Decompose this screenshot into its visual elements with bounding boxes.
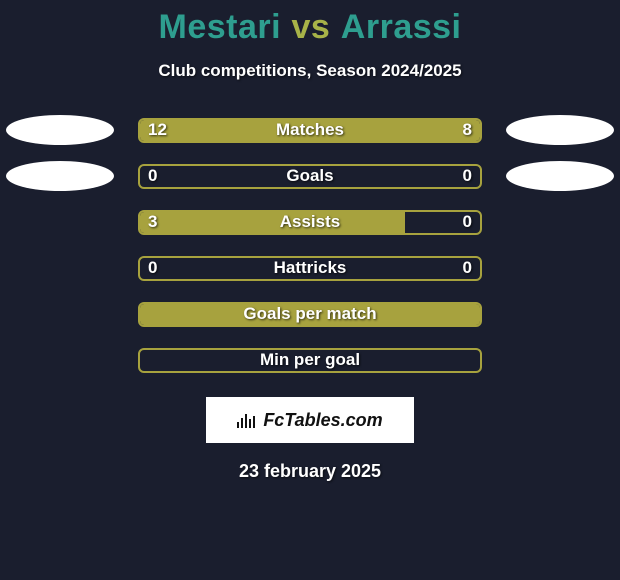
vs-text: vs xyxy=(292,8,331,46)
player1-name: Mestari xyxy=(159,8,282,46)
stat-row-mpg: Min per goal xyxy=(0,347,620,373)
stat-row-assists: 3 Assists 0 xyxy=(0,209,620,235)
left-avatar-ellipse xyxy=(6,161,114,191)
bar-track xyxy=(138,302,482,327)
left-avatar-ellipse xyxy=(6,115,114,145)
date-line: 23 february 2025 xyxy=(239,461,381,482)
stats-area: 12 Matches 8 0 Goals 0 3 Assists xyxy=(0,117,620,393)
bar-right-fill xyxy=(344,120,480,141)
player2-name: Arrassi xyxy=(341,8,462,46)
logo: FcTables.com xyxy=(237,410,382,431)
logo-box: FcTables.com xyxy=(206,397,414,443)
bar-track xyxy=(138,118,482,143)
bar-left-fill xyxy=(140,120,344,141)
bar-track xyxy=(138,164,482,189)
stat-row-goals: 0 Goals 0 xyxy=(0,163,620,189)
bar-left-fill xyxy=(140,304,480,325)
logo-text: FcTables.com xyxy=(263,410,382,431)
bar-left-fill xyxy=(140,212,405,233)
right-avatar-ellipse xyxy=(506,161,614,191)
bars-icon xyxy=(237,412,259,428)
right-avatar-ellipse xyxy=(506,115,614,145)
title: Mestari vs Arrassi xyxy=(159,8,462,47)
infographic-root: Mestari vs Arrassi Club competitions, Se… xyxy=(0,0,620,482)
subtitle: Club competitions, Season 2024/2025 xyxy=(158,61,461,81)
bar-track xyxy=(138,210,482,235)
stat-row-hattricks: 0 Hattricks 0 xyxy=(0,255,620,281)
stat-row-matches: 12 Matches 8 xyxy=(0,117,620,143)
bar-track xyxy=(138,348,482,373)
stat-row-gpm: Goals per match xyxy=(0,301,620,327)
bar-track xyxy=(138,256,482,281)
